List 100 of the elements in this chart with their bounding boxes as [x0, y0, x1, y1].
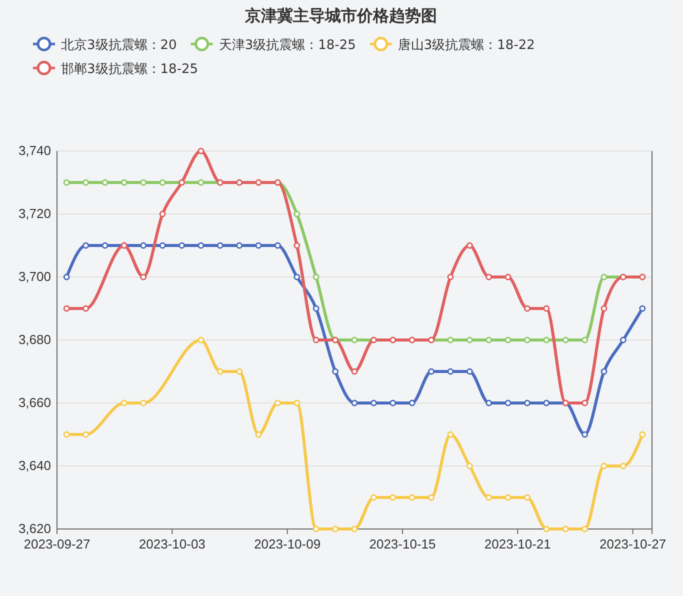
point [582, 400, 588, 406]
point [312, 336, 320, 344]
point [159, 242, 166, 249]
point [620, 336, 626, 344]
point [63, 431, 70, 438]
y-tick-label: 3,700 [18, 269, 51, 284]
point [332, 368, 339, 375]
point [408, 400, 416, 406]
point [140, 242, 147, 249]
point [140, 400, 147, 406]
point [140, 274, 147, 280]
point [255, 242, 262, 249]
point [351, 336, 358, 344]
point [140, 179, 147, 186]
point [236, 242, 243, 249]
point [466, 368, 473, 375]
point [120, 400, 128, 406]
legend-label: 邯郸3级抗震螺：18-25 [61, 62, 198, 77]
point [524, 400, 530, 406]
point [562, 336, 569, 344]
point [312, 305, 320, 312]
point [486, 274, 492, 280]
point [82, 242, 90, 249]
point [236, 368, 243, 375]
point [639, 431, 646, 438]
point [504, 274, 512, 280]
point [524, 305, 530, 312]
point [255, 431, 262, 438]
point [198, 242, 204, 249]
point [543, 400, 550, 406]
point [294, 274, 300, 280]
point [582, 336, 588, 344]
point [466, 242, 473, 249]
point [390, 400, 396, 406]
point [428, 494, 435, 501]
point [524, 336, 530, 344]
point [198, 179, 204, 186]
point [312, 526, 320, 532]
point [543, 336, 550, 344]
point [486, 494, 492, 501]
point [216, 242, 224, 249]
point [447, 431, 454, 438]
point [600, 368, 608, 375]
point [390, 494, 396, 501]
point [370, 400, 377, 406]
point [582, 431, 588, 438]
x-tick-label: 2023-10-21 [484, 536, 551, 552]
point [82, 305, 90, 312]
chart-title: 京津冀主导城市价格趋势图 [244, 6, 437, 25]
x-tick-label: 2023-10-03 [138, 536, 206, 552]
point [504, 400, 512, 406]
point [351, 368, 358, 375]
y-tick-label: 3,640 [18, 458, 51, 474]
x-tick-label: 2023-09-27 [24, 536, 90, 552]
point [198, 336, 204, 344]
point [408, 494, 416, 501]
point [370, 494, 377, 501]
point [504, 494, 512, 501]
y-tick-label: 3,680 [18, 332, 51, 348]
point [159, 179, 166, 186]
point [466, 336, 473, 344]
point [82, 431, 90, 438]
x-tick-label: 2023-10-27 [600, 536, 666, 552]
point [294, 400, 300, 406]
point [582, 526, 588, 532]
point [198, 148, 204, 154]
point [63, 305, 70, 312]
point [274, 400, 281, 406]
point [294, 210, 300, 218]
point [82, 179, 90, 186]
point [102, 179, 108, 186]
point [543, 305, 550, 312]
point [312, 274, 320, 280]
point [332, 526, 339, 532]
point [102, 242, 108, 249]
point [351, 526, 358, 532]
point [620, 462, 626, 470]
legend-label: 北京3级抗震螺：20 [61, 38, 177, 53]
legend-label: 唐山3级抗震螺：18-22 [398, 38, 535, 53]
y-tick-label: 3,660 [18, 395, 51, 410]
point [63, 274, 70, 280]
point [600, 305, 608, 312]
point [543, 526, 550, 532]
point [428, 368, 435, 375]
point [120, 179, 128, 186]
point [294, 242, 300, 249]
point [562, 526, 569, 532]
point [600, 462, 608, 470]
point [351, 400, 358, 406]
point [639, 305, 646, 312]
point [63, 179, 70, 186]
legend-label: 天津3级抗震螺：18-25 [218, 38, 356, 53]
point [178, 242, 186, 249]
point [216, 368, 224, 375]
point [274, 242, 281, 249]
point [159, 210, 166, 218]
point [447, 368, 454, 375]
point [486, 336, 492, 344]
point [447, 274, 454, 280]
point [466, 462, 473, 470]
